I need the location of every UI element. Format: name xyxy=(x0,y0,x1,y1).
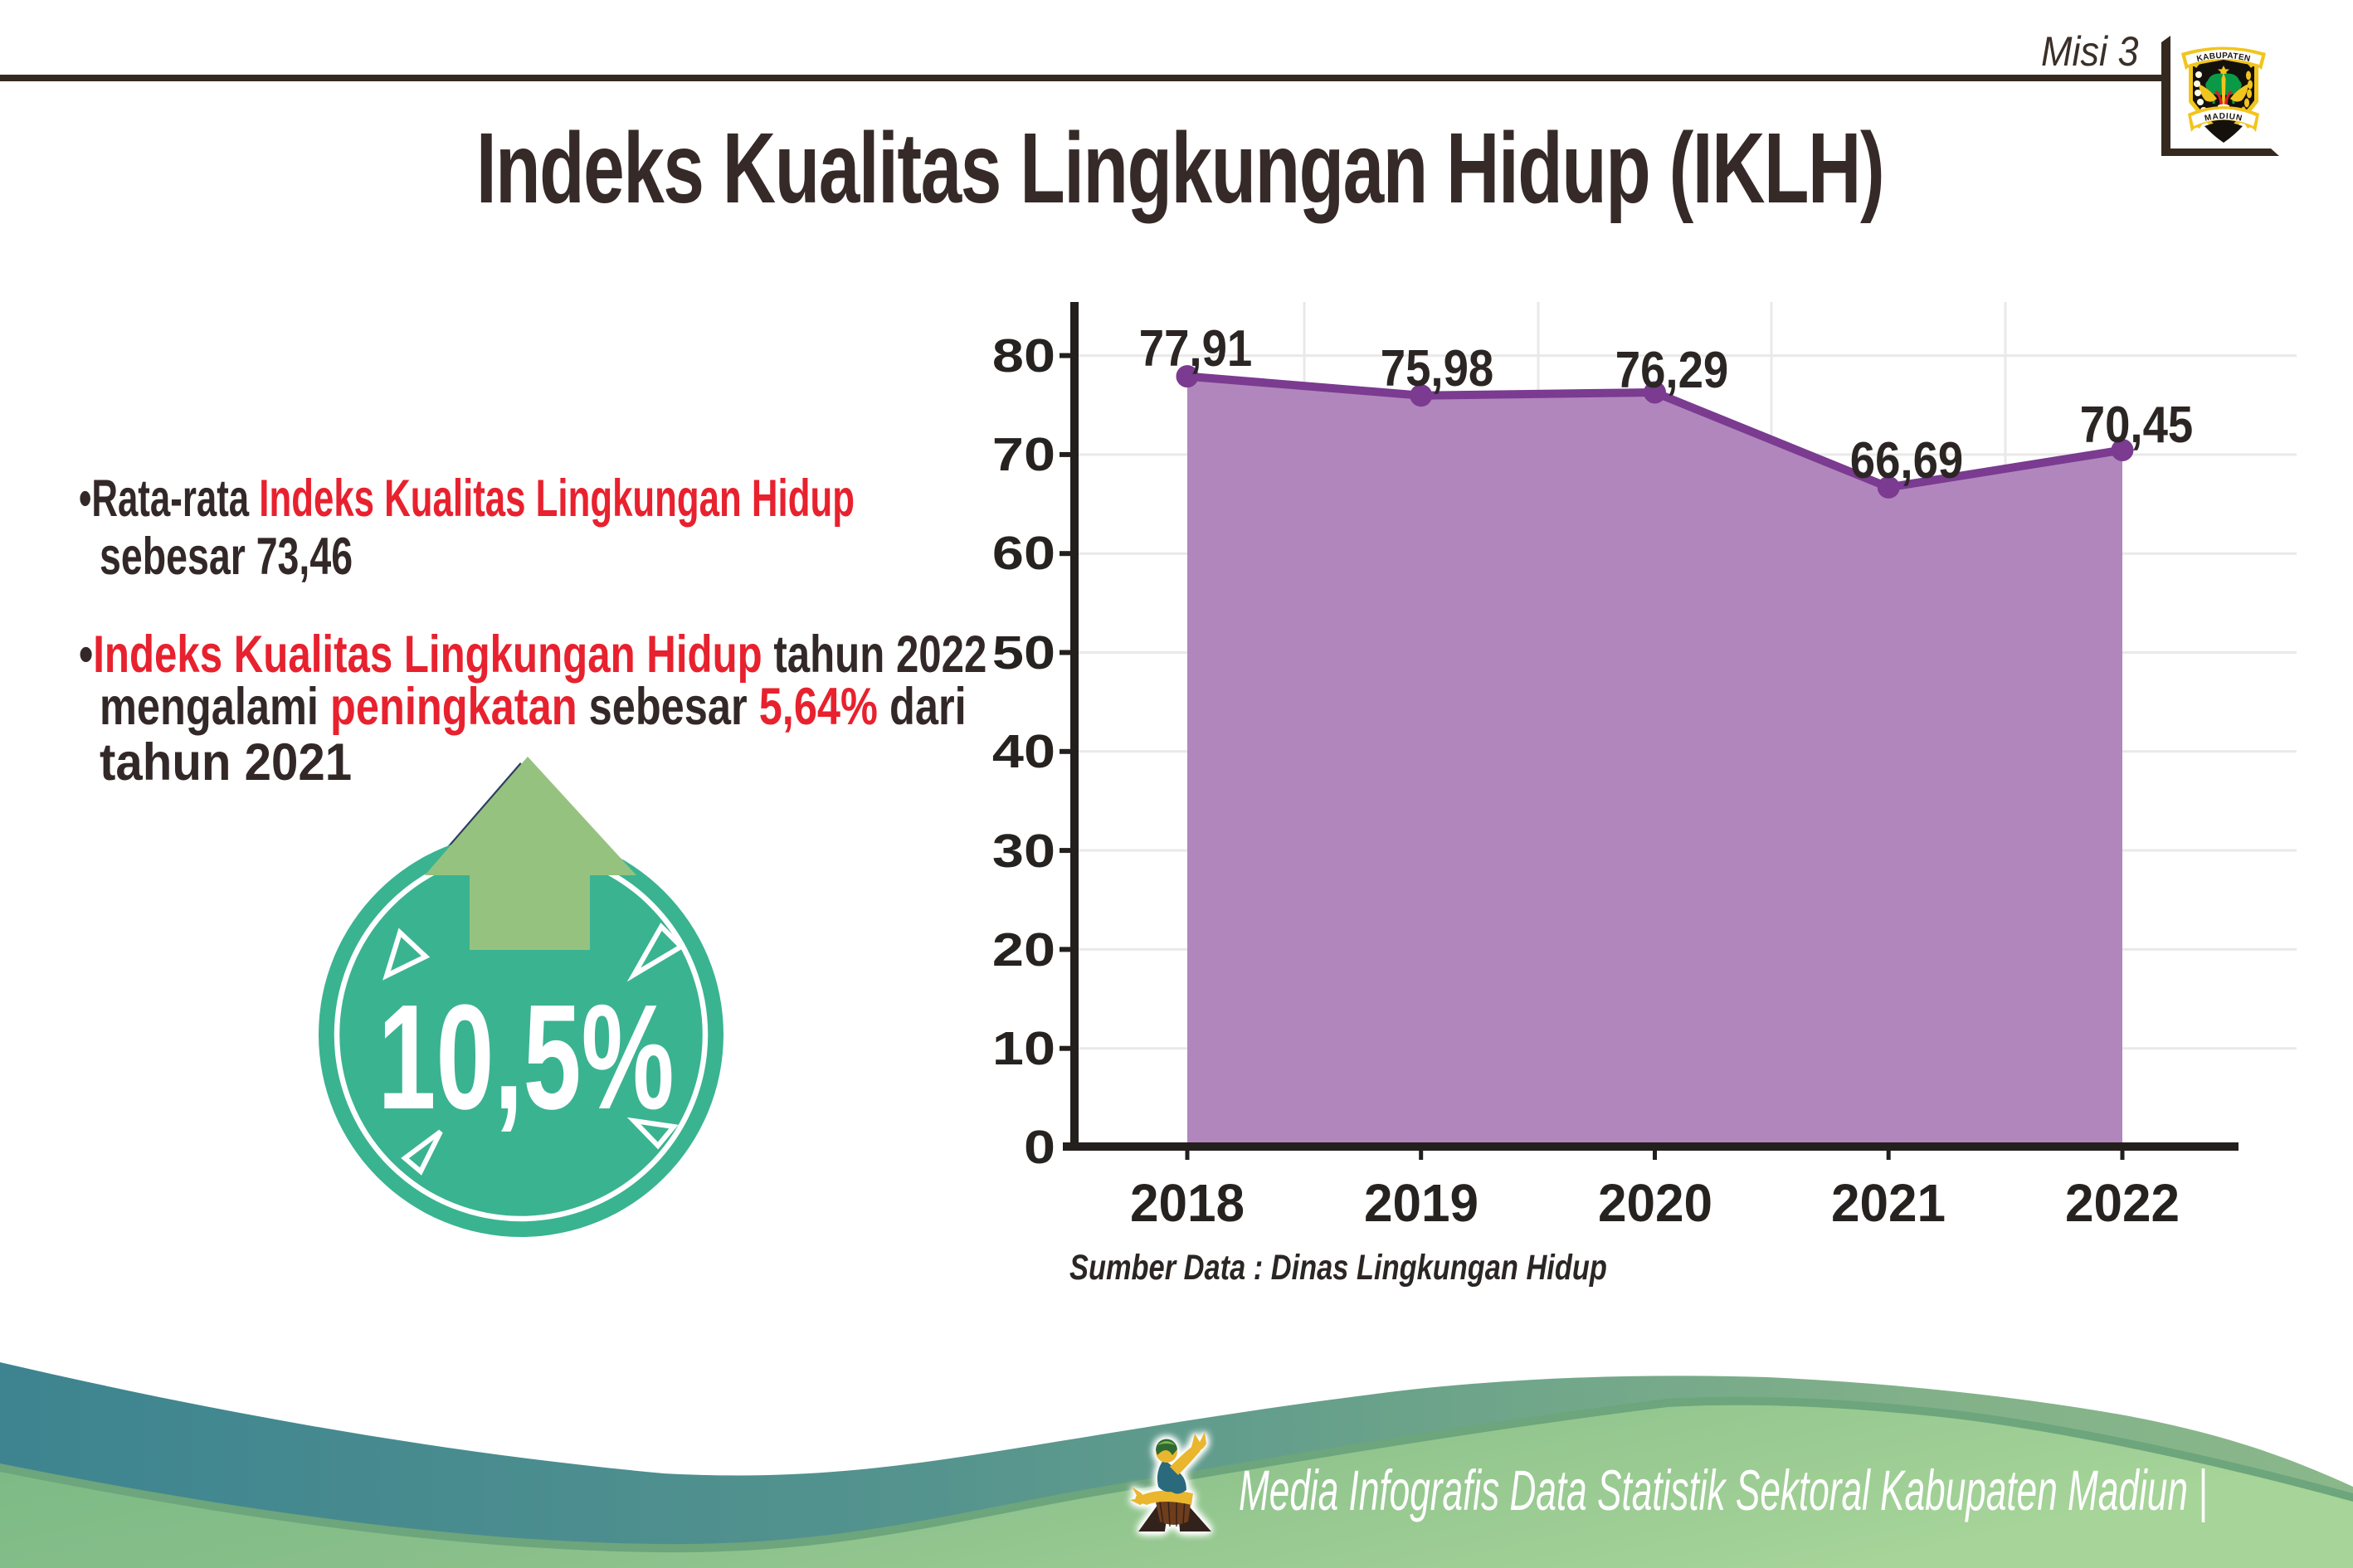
svg-text:KABUPATEN: KABUPATEN xyxy=(2196,51,2252,64)
svg-text:MADIUN: MADIUN xyxy=(2204,112,2243,124)
svg-text:10,5%: 10,5% xyxy=(378,973,674,1141)
